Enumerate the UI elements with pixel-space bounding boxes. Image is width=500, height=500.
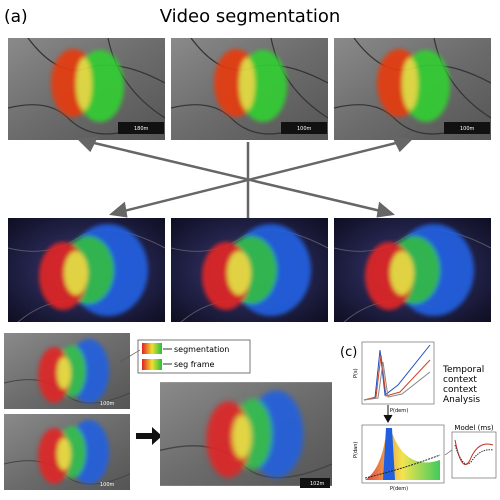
scale-label: 100m bbox=[284, 324, 299, 330]
title: Video segmentation bbox=[160, 6, 341, 27]
legend-label: segmentation bbox=[174, 345, 229, 354]
inset-title: Model (ms) bbox=[454, 424, 493, 432]
annotation: Temporal bbox=[442, 365, 484, 375]
axis-label: P(dern) bbox=[390, 408, 408, 414]
top-row: 180m 100m 100m bbox=[8, 38, 491, 140]
annotation: Analysis bbox=[443, 395, 480, 405]
axis-label: P(s) bbox=[353, 368, 359, 378]
annotation: context bbox=[443, 375, 477, 385]
scale-label: 100m bbox=[100, 482, 115, 488]
scale-label: 100m bbox=[460, 126, 475, 132]
axis-label: P(dem) bbox=[390, 486, 408, 492]
legend-label: seg frame bbox=[174, 360, 215, 369]
panel-label: (c) bbox=[340, 345, 357, 360]
scale-label: 100m bbox=[120, 324, 135, 330]
panel-label: (a) bbox=[4, 7, 28, 27]
scale-label: 100m bbox=[297, 126, 312, 132]
panel-c: (c) P(s) P(dern) Temporal context contex… bbox=[340, 341, 497, 492]
annotation: context bbox=[443, 385, 477, 395]
middle-row: 100m 100m 102m bbox=[8, 218, 491, 330]
scale-label: 180m bbox=[134, 126, 149, 132]
axis-label: P(dan) bbox=[353, 442, 359, 458]
bottom-left: 100m 100m 102m bbox=[4, 333, 332, 490]
legend: segmentation seg frame bbox=[119, 339, 251, 374]
scale-label: 102m bbox=[448, 324, 463, 330]
scale-label: 100m bbox=[100, 401, 115, 407]
scale-label: 102m bbox=[310, 481, 325, 487]
